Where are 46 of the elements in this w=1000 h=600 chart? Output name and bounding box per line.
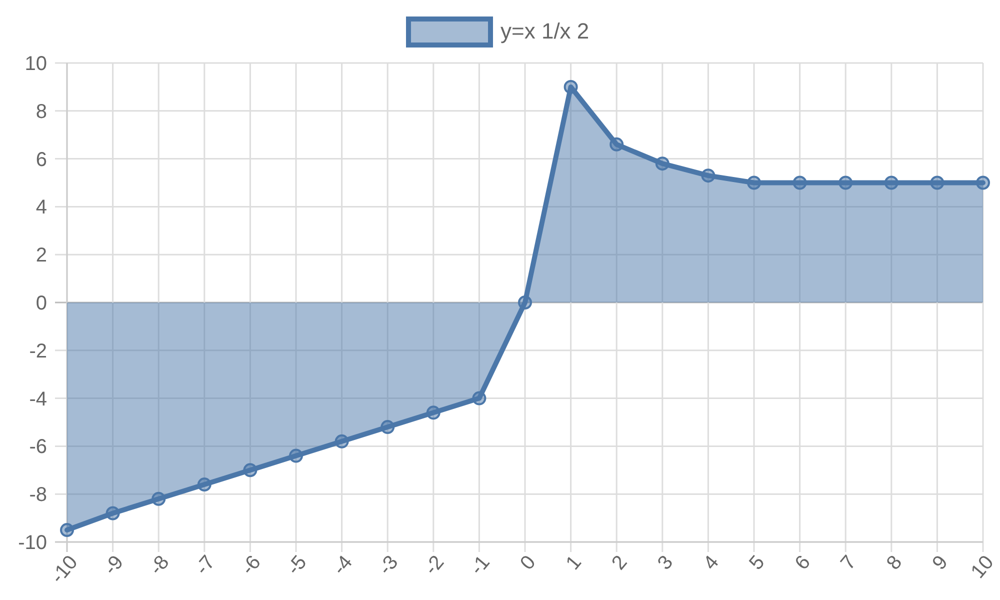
point — [289, 448, 303, 463]
x-tick-label: -2 — [420, 552, 449, 580]
point — [380, 420, 395, 434]
x-tick-label: -5 — [282, 552, 312, 580]
y-tick-label: -8 — [29, 484, 47, 506]
y-tick-label: -2 — [29, 340, 47, 362]
x-tick-label: 8 — [882, 552, 907, 574]
x-tick-label: -4 — [328, 552, 357, 580]
x-tick-label: 7 — [836, 552, 861, 574]
point — [655, 156, 670, 171]
point — [610, 137, 624, 152]
y-tick-label: 0 — [36, 292, 47, 314]
y-tick-label: -10 — [18, 532, 47, 554]
x-tick-label: 1 — [562, 552, 586, 574]
x-tick-label: -7 — [191, 552, 220, 580]
x-tick-label: 0 — [516, 552, 540, 574]
point — [334, 434, 349, 448]
point — [197, 478, 212, 492]
x-tick-label: -1 — [466, 552, 494, 580]
x-tick-label: -6 — [237, 552, 266, 580]
x-tick-label: 3 — [654, 552, 678, 574]
x-tick-label: 2 — [608, 552, 632, 574]
x-tick-label: 10 — [967, 552, 998, 583]
point — [472, 391, 486, 406]
point — [243, 463, 258, 478]
point — [152, 492, 166, 506]
point — [106, 506, 120, 520]
y-tick-label: 4 — [36, 196, 47, 219]
point — [426, 406, 440, 420]
y-tick-label: 2 — [36, 244, 47, 267]
x-tick-label: -9 — [100, 552, 128, 580]
x-tick-label: 9 — [928, 552, 952, 574]
point — [60, 523, 74, 538]
y-tick-label: -4 — [29, 388, 47, 410]
legend-label: y=x 1/x 2 — [500, 18, 590, 44]
y-tick-label: 6 — [36, 148, 47, 171]
y-tick-label: -6 — [29, 436, 47, 458]
x-tick-label: 4 — [699, 552, 724, 574]
x-tick-label: 6 — [790, 552, 815, 574]
y-tick-label: 10 — [24, 53, 47, 75]
y-tick-label: 8 — [36, 100, 47, 123]
x-tick-label: -3 — [374, 552, 403, 580]
x-tick-label: -8 — [146, 552, 174, 580]
point — [701, 168, 716, 183]
x-tick-label: 5 — [745, 552, 770, 574]
point — [564, 80, 578, 94]
